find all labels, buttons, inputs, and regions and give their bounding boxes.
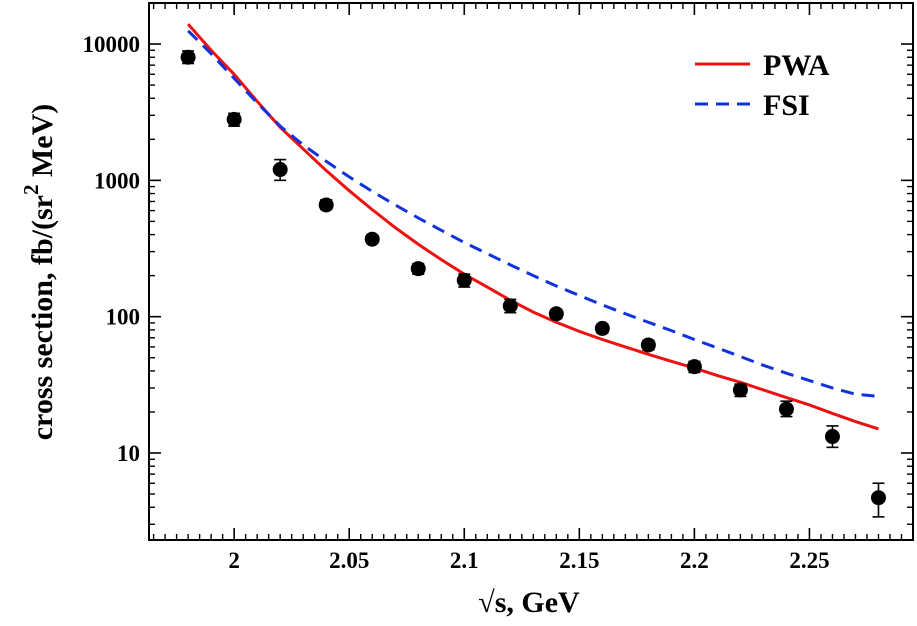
y-tick-label: 100	[106, 305, 141, 330]
data-point-marker	[594, 320, 610, 336]
data-point-marker	[640, 337, 656, 353]
legend-label-fsi: FSI	[763, 89, 810, 122]
data-point-marker	[732, 382, 748, 398]
plot-layer	[180, 23, 886, 518]
x-tick-label: 2.25	[789, 548, 829, 573]
x-tick-label: 2.1	[450, 548, 479, 573]
data-point	[548, 306, 564, 322]
axes-layer: 2 2.05 2.1 2.15 2.2 2.25 10 100 1000 10000	[83, 2, 914, 573]
y-axis-title-superscript: 2	[19, 185, 43, 196]
y-axis-title-suffix: MeV)	[26, 104, 59, 185]
data-point-marker	[778, 401, 794, 417]
y-tick-label: 10000	[83, 32, 141, 57]
data-point	[640, 337, 656, 353]
data-point-marker	[824, 429, 840, 445]
data-point-marker	[870, 490, 886, 506]
data-point-marker	[686, 359, 702, 375]
data-point	[594, 320, 610, 336]
y-tick-label: 1000	[94, 168, 140, 193]
data-point-marker	[226, 111, 242, 127]
legend-label-pwa: PWA	[763, 49, 830, 82]
data-point	[502, 298, 518, 314]
data-point	[410, 261, 426, 277]
data-point	[180, 49, 196, 65]
data-point-marker	[272, 162, 288, 178]
data-point	[870, 482, 886, 518]
data-point	[686, 359, 702, 375]
data-point	[732, 382, 748, 398]
series-line-fsi	[187, 29, 879, 398]
x-tick-label: 2.2	[680, 548, 709, 573]
data-point-marker	[456, 272, 472, 288]
data-point	[824, 425, 840, 449]
data-point	[456, 272, 472, 288]
data-point-marker	[410, 261, 426, 277]
x-axis-title: √s, GeV	[478, 586, 580, 619]
y-axis-title-prefix: cross section, fb/(sr	[26, 195, 59, 440]
data-point	[778, 400, 794, 418]
data-point	[226, 111, 242, 127]
x-tick-label: 2	[228, 548, 240, 573]
series-line-pwa	[186, 23, 879, 431]
data-point-marker	[364, 231, 380, 247]
y-axis-title: cross section, fb/(sr2 MeV)	[19, 104, 59, 441]
x-tick-label: 2.15	[559, 548, 599, 573]
legend: PWA FSI	[695, 49, 830, 122]
data-point-marker	[502, 298, 518, 314]
data-point	[272, 158, 288, 182]
x-tick-label: 2.05	[329, 548, 369, 573]
y-tick-label: 10	[117, 441, 140, 466]
plot-frame	[148, 2, 914, 541]
data-point-marker	[548, 306, 564, 322]
data-point-marker	[318, 197, 334, 213]
data-point	[318, 197, 334, 213]
data-point-marker	[180, 49, 196, 65]
data-point	[364, 231, 380, 247]
